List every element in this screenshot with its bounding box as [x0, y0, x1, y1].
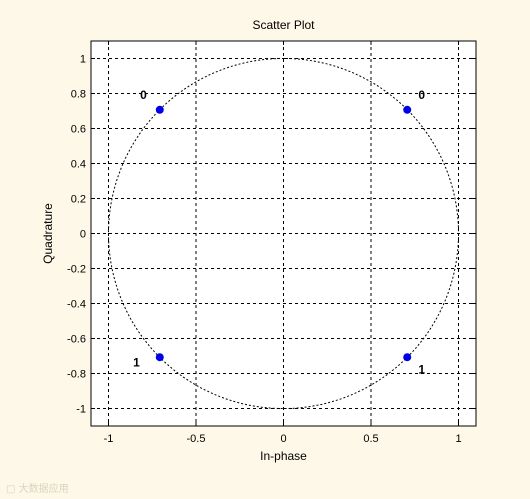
y-tick-label: 0.4 [71, 159, 86, 171]
point-label: 0 [418, 88, 425, 102]
point-labels: 0 0 1 1 [133, 88, 425, 377]
point-label: 1 [418, 363, 425, 377]
point-label: 1 [133, 356, 140, 370]
x-tick-label: -0.5 [187, 433, 206, 445]
y-tick-label: 0.6 [71, 124, 86, 136]
x-tick-label: 1 [455, 433, 461, 445]
watermark-icon: □ [6, 484, 16, 495]
ticks [91, 41, 476, 426]
data-point [155, 353, 164, 362]
data-point [403, 105, 412, 114]
tick-labels: -1 -0.5 0 0.5 1 1 0.8 0.6 0.4 0.2 0 -0.2 -0.4 -0.6 -0.… [67, 54, 462, 446]
y-tick-label: -0.4 [67, 299, 86, 311]
data-points [155, 105, 412, 362]
data-point [403, 353, 412, 362]
watermark-text: 大数据应用 [18, 484, 69, 495]
y-tick-label: 0.8 [71, 89, 86, 101]
x-tick-label: 0 [280, 433, 286, 445]
x-tick-label: 0.5 [363, 433, 378, 445]
point-label: 0 [140, 88, 147, 102]
y-tick-label: -0.2 [67, 264, 86, 276]
watermark-logo: □ 大数据应用 [6, 480, 69, 495]
grid [91, 41, 476, 426]
y-axis-label: Quadrature [41, 203, 55, 264]
x-tick-label: -1 [104, 433, 114, 445]
y-tick-label: 1 [80, 54, 86, 66]
y-tick-label: -0.6 [67, 334, 86, 346]
y-tick-label: 0.2 [71, 194, 86, 206]
y-tick-label: -0.8 [67, 369, 86, 381]
x-axis-label: In-phase [260, 449, 307, 463]
chart-title: Scatter Plot [252, 18, 315, 32]
reference-circle [107, 58, 460, 409]
data-point [155, 105, 164, 114]
y-tick-label: 0 [80, 229, 86, 241]
y-tick-label: -1 [76, 404, 86, 416]
